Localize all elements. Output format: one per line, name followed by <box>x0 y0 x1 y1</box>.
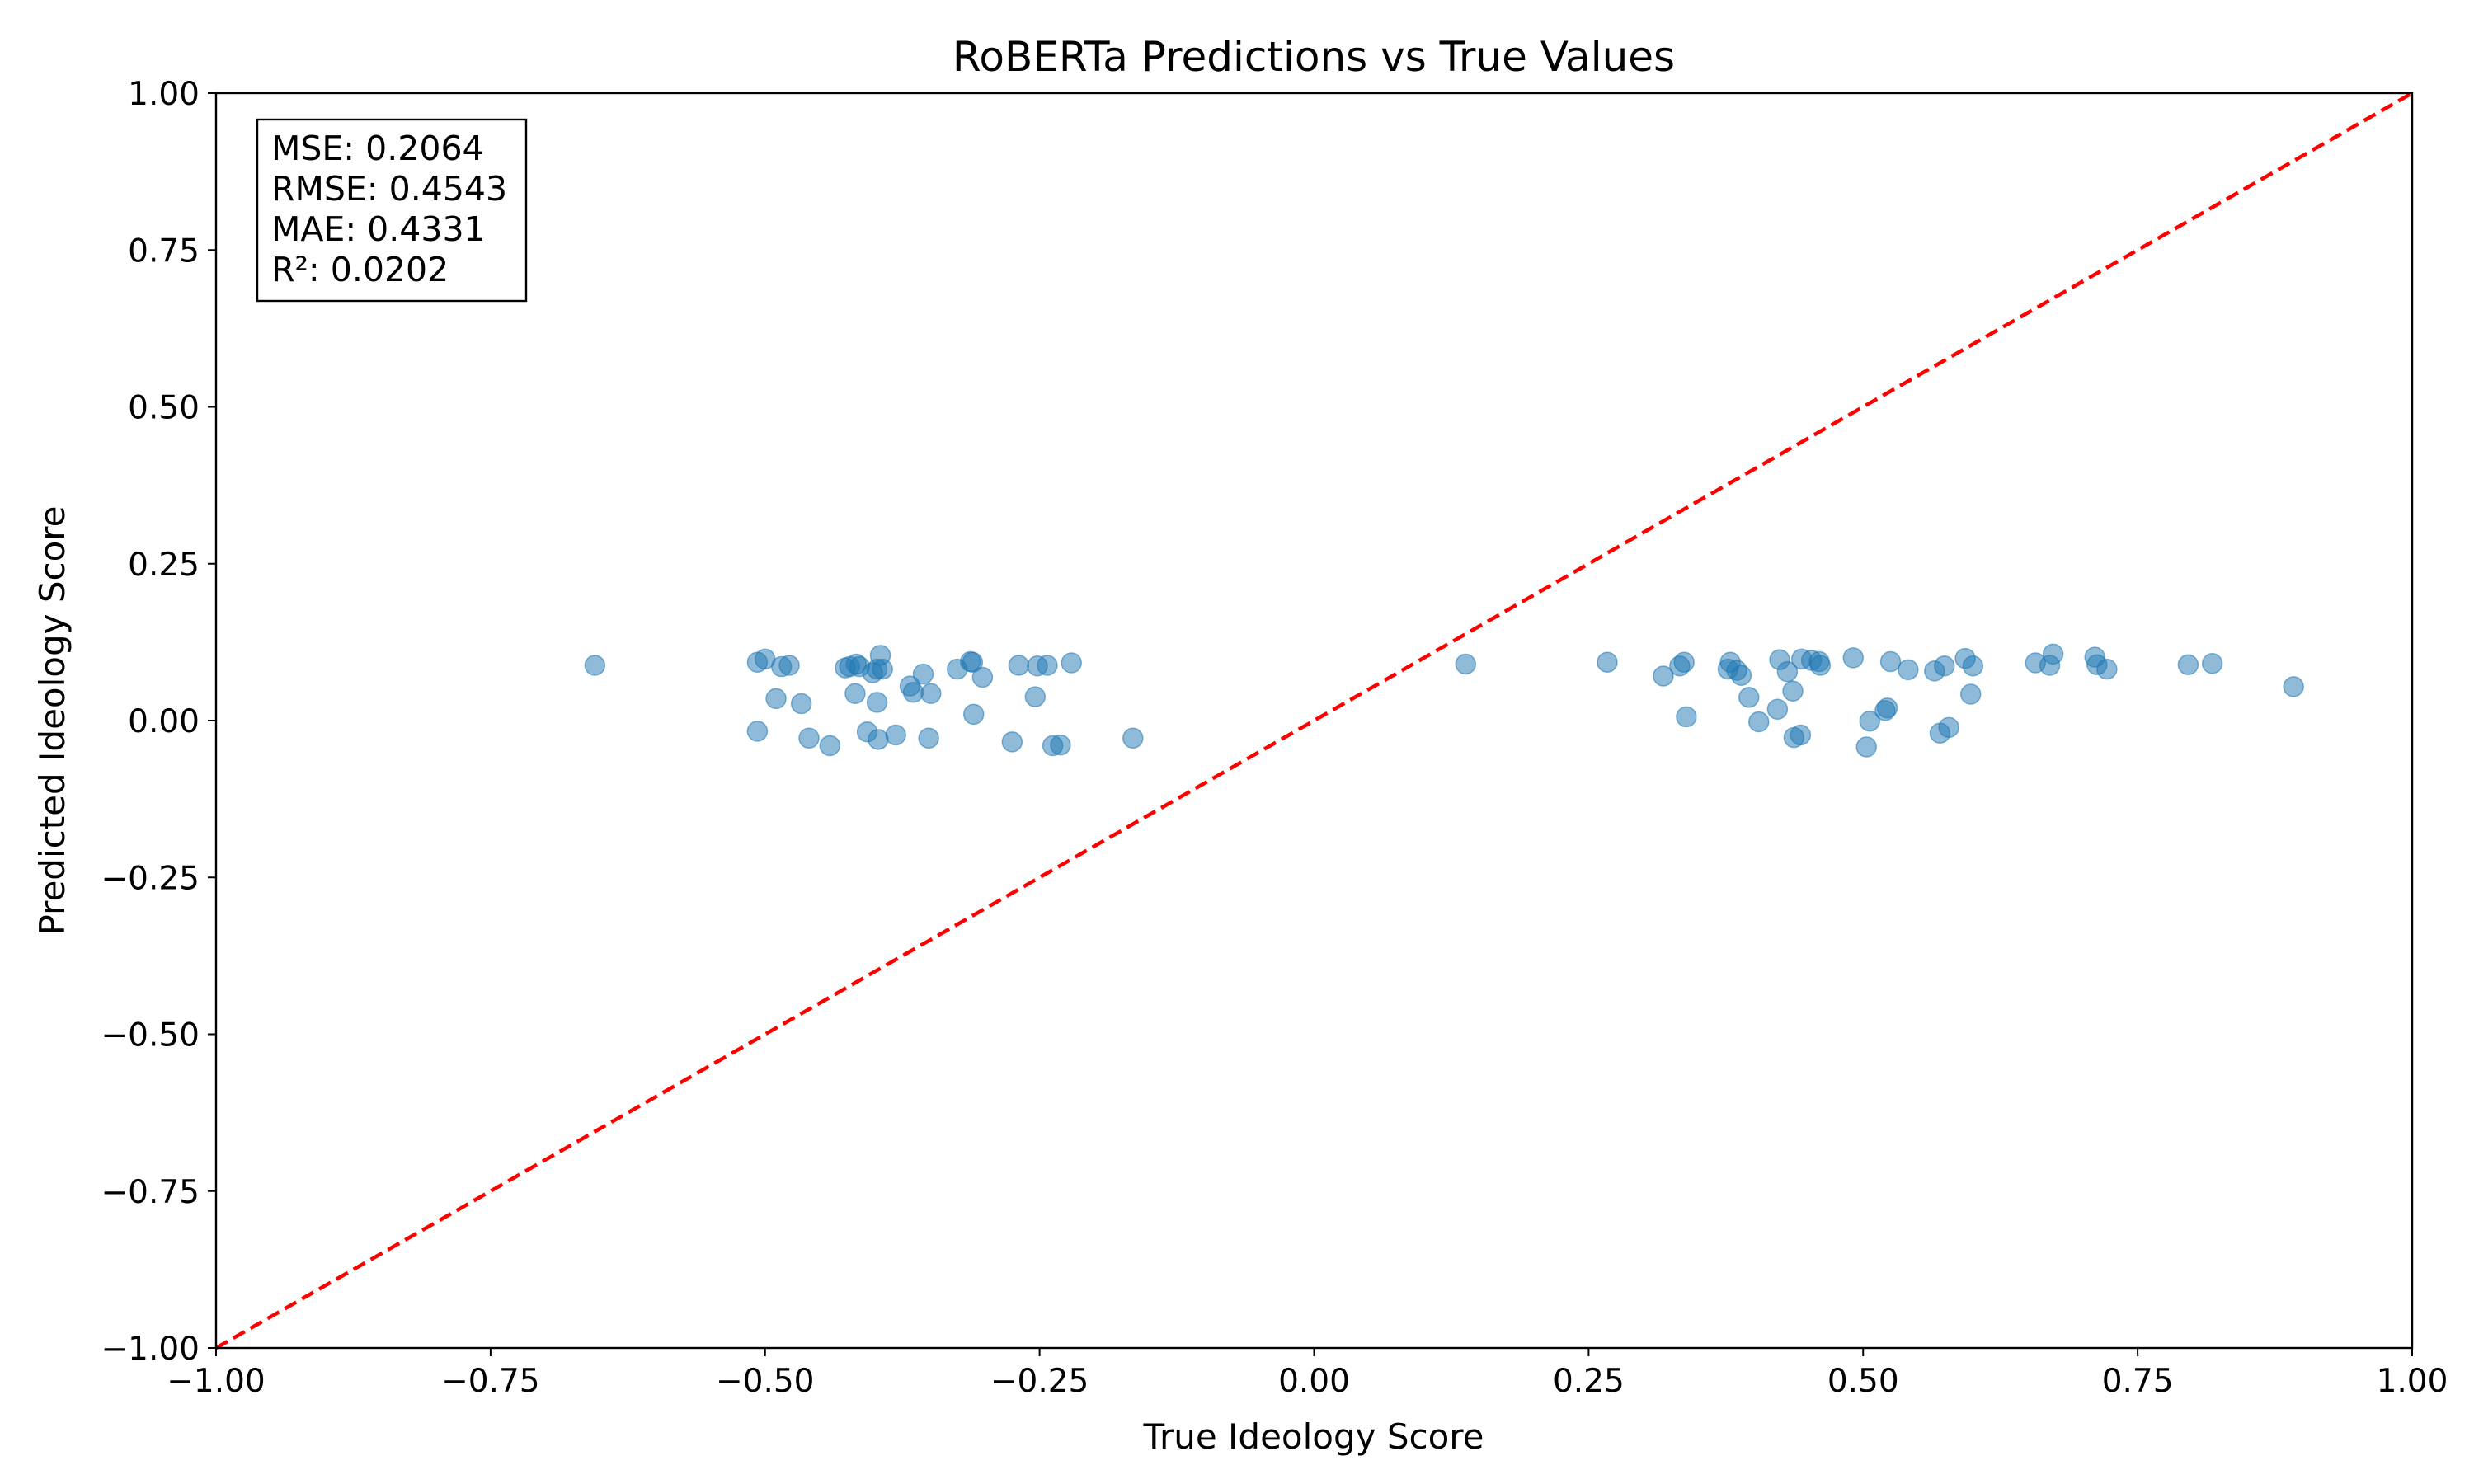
x-tick-label: 1.00 <box>2377 1363 2448 1400</box>
data-point <box>1050 734 1071 756</box>
data-point <box>872 658 893 680</box>
data-point <box>971 666 994 688</box>
data-point <box>1122 727 1144 749</box>
data-point <box>1876 697 1898 719</box>
y-tick-label: −0.25 <box>101 860 200 897</box>
stat-rmse: RMSE: 0.4543 <box>271 169 507 209</box>
data-point <box>746 721 769 742</box>
data-point <box>798 727 820 749</box>
data-point <box>1934 655 1955 677</box>
x-tick-label: −0.50 <box>716 1363 815 1400</box>
x-tick-label: 0.00 <box>1278 1363 1350 1400</box>
data-point <box>1879 650 1902 673</box>
data-point <box>1898 659 1919 681</box>
data-point <box>2096 658 2118 680</box>
y-tick-label: 0.50 <box>128 390 200 427</box>
stats-box: MSE: 0.2064 RMSE: 0.4543 MAE: 0.4331 R²:… <box>256 118 528 303</box>
stat-mse: MSE: 0.2064 <box>271 129 484 168</box>
data-point <box>1842 647 1865 669</box>
x-tick-label: 0.50 <box>1827 1363 1899 1400</box>
data-point <box>1061 652 1082 674</box>
data-point <box>1730 665 1752 686</box>
data-point <box>2042 643 2064 665</box>
data-point <box>962 651 984 673</box>
y-tick-label: 0.00 <box>128 703 200 740</box>
data-point <box>1597 651 1618 673</box>
data-point <box>1008 655 1030 676</box>
data-point <box>2283 676 2304 697</box>
data-point <box>1776 660 1799 683</box>
x-axis-label: True Ideology Score <box>1142 1416 1484 1457</box>
x-tick-label: 0.75 <box>2102 1363 2174 1400</box>
y-tick-label: 1.00 <box>128 76 200 113</box>
data-point <box>1037 655 1058 676</box>
x-tick-label: −0.75 <box>441 1363 540 1400</box>
data-point <box>885 724 906 746</box>
reference-line-layer <box>214 92 2414 1350</box>
x-tick-label: −1.00 <box>167 1363 266 1400</box>
x-tick-label: 0.25 <box>1553 1363 1625 1400</box>
y-tick-label: −1.00 <box>101 1331 200 1368</box>
data-point <box>918 727 939 749</box>
data-point <box>1959 683 1982 705</box>
data-point <box>790 693 812 715</box>
data-point <box>584 655 606 676</box>
data-point <box>778 655 800 676</box>
y-axis-label: Predicted Ideology Score <box>32 506 73 936</box>
data-point <box>819 735 841 757</box>
chart-title: RoBERTa Predictions vs True Values <box>952 33 1675 81</box>
data-point <box>1962 655 1984 677</box>
data-point <box>1856 736 1877 758</box>
x-axis-ticks: −1.00 −0.75 −0.50 −0.25 0.00 0.25 0.50 0.75 1.00 <box>167 1348 2448 1400</box>
stat-mae: MAE: 0.4331 <box>271 209 486 249</box>
data-point <box>1766 698 1789 721</box>
data-point <box>866 692 888 713</box>
stat-r2: R²: 0.0202 <box>271 250 449 289</box>
data-point <box>1738 687 1760 708</box>
data-point <box>1859 711 1880 732</box>
data-point <box>844 683 866 705</box>
data-point <box>1653 665 1674 687</box>
data-point <box>1748 711 1770 733</box>
data-point <box>1024 686 1047 707</box>
data-point <box>765 688 787 710</box>
data-point <box>1001 731 1023 753</box>
data-point <box>1790 724 1812 746</box>
stats-box-frame <box>256 118 528 303</box>
x-tick-label: −0.25 <box>990 1363 1089 1400</box>
data-point <box>962 703 985 726</box>
y-axis-ticks: −1.00 −0.75 −0.50 −0.25 0.00 0.25 0.50 0.75 1.00 <box>101 76 216 1368</box>
data-point <box>2201 652 2223 674</box>
data-point <box>1676 706 1697 728</box>
data-point <box>902 682 924 703</box>
data-point <box>868 729 889 750</box>
data-point <box>1673 651 1695 673</box>
y-tick-label: 0.25 <box>128 547 200 584</box>
data-point <box>1782 680 1804 702</box>
data-point <box>1455 653 1476 675</box>
data-points <box>584 643 2304 758</box>
y-tick-label: 0.75 <box>128 232 200 270</box>
y-tick-label: −0.50 <box>101 1017 200 1054</box>
data-point <box>2177 654 2199 676</box>
data-point <box>920 683 942 705</box>
data-point <box>912 663 934 685</box>
data-point <box>1809 655 1832 676</box>
data-point <box>1938 716 1959 739</box>
y-tick-label: −0.75 <box>101 1174 200 1211</box>
ideal-fit-line <box>214 92 2414 1350</box>
